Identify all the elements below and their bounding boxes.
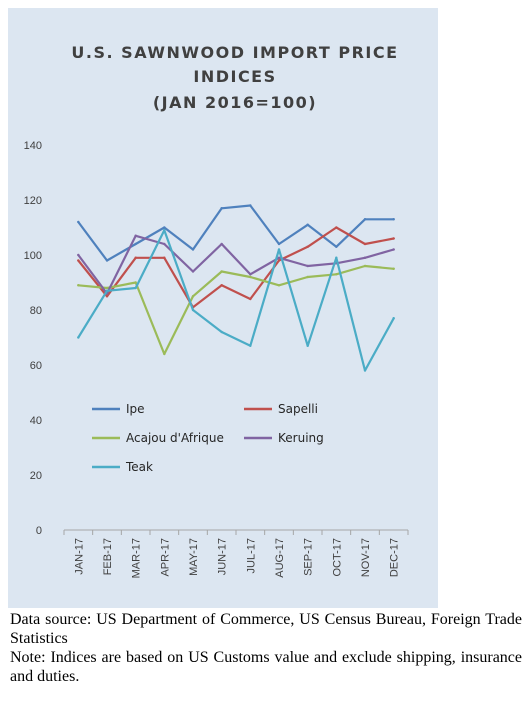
data-point	[191, 308, 195, 312]
data-point	[77, 284, 80, 287]
data-point	[392, 248, 395, 251]
chart-title-line-1: U.S. SAWNWOOD IMPORT PRICE	[71, 43, 398, 62]
series-line-teak	[77, 229, 395, 372]
x-tick-label: MAR-17	[131, 538, 143, 578]
data-point	[306, 275, 309, 279]
series-line-keruing	[77, 234, 395, 295]
y-tick-label: 20	[30, 470, 42, 482]
y-tick-label: 0	[36, 525, 42, 537]
data-point	[220, 207, 223, 210]
data-point	[306, 264, 309, 268]
chart-title-line-3: (JAN 2016=100)	[153, 93, 317, 112]
data-point	[134, 256, 137, 259]
x-tick-label: JUN-17	[217, 538, 229, 575]
y-tick-label: 120	[24, 195, 42, 207]
data-point	[220, 270, 223, 273]
data-point	[363, 264, 367, 268]
x-tick-label: AUG-17	[274, 538, 286, 578]
data-point	[249, 344, 252, 347]
data-point	[134, 286, 137, 290]
data-point	[220, 330, 223, 334]
y-tick-label: 40	[30, 415, 42, 427]
data-point	[277, 242, 281, 246]
data-point	[277, 256, 281, 259]
x-tick-label: FEB-17	[102, 538, 114, 575]
series-line-sapelli	[77, 226, 395, 309]
series-line-acajou-d-afrique	[77, 264, 395, 356]
x-tick-label: DEC-17	[389, 538, 401, 577]
methodology-note: Note: Indices are based on US Customs va…	[10, 649, 522, 685]
line-chart: U.S. SAWNWOOD IMPORT PRICE INDICES (JAN …	[24, 43, 409, 578]
chart-notes: Data source: US Department of Commerce, …	[10, 610, 522, 686]
data-point	[335, 226, 338, 229]
data-point	[335, 273, 338, 276]
y-tick-label: 80	[30, 305, 42, 317]
x-tick-label: NOV-17	[360, 538, 372, 577]
data-point	[392, 218, 395, 221]
data-point	[191, 295, 195, 298]
y-tick-label: 100	[24, 250, 42, 262]
data-point	[220, 242, 223, 246]
chart-axes: 0 20 40 60 80 100 120 140 JAN-17 FEB-17 MAR-17 APR-…	[24, 140, 409, 578]
x-tick-label: JAN-17	[73, 538, 85, 575]
data-point	[392, 237, 395, 240]
data-point	[191, 248, 195, 251]
data-point	[191, 270, 195, 273]
legend-label: Keruing	[278, 431, 324, 445]
data-point	[105, 289, 109, 292]
data-point	[220, 284, 223, 287]
data-point	[249, 204, 252, 207]
data-point	[163, 242, 166, 246]
data-point	[77, 220, 80, 224]
x-tick-label: APR-17	[159, 538, 171, 577]
data-point	[249, 273, 252, 276]
data-point	[134, 242, 137, 246]
data-point	[363, 218, 367, 221]
data-point	[363, 242, 367, 246]
data-point	[134, 281, 137, 284]
legend-label: Ipe	[126, 402, 145, 416]
data-point	[134, 234, 137, 237]
legend-label: Teak	[125, 460, 153, 474]
data-point	[249, 275, 252, 279]
data-point	[77, 259, 80, 262]
data-point	[277, 248, 281, 251]
chart-legend: Ipe Sapelli Acajou d'Afrique Keruing Teak	[92, 402, 324, 474]
legend-label: Sapelli	[278, 402, 318, 416]
data-point	[249, 297, 252, 301]
data-point	[363, 369, 367, 372]
data-point	[277, 259, 281, 262]
x-tick-label: MAY-17	[188, 538, 200, 576]
data-point	[306, 223, 309, 226]
data-point	[335, 245, 338, 248]
series-lines	[77, 204, 395, 372]
x-tick-label: SEP-17	[303, 538, 315, 576]
data-point	[105, 286, 109, 290]
data-point	[77, 253, 80, 257]
x-tick-label: JUL-17	[245, 538, 257, 573]
y-tick-label: 140	[24, 140, 42, 152]
data-point	[163, 256, 166, 259]
data-source-note: Data source: US Department of Commerce, …	[10, 611, 522, 647]
data-point	[392, 317, 395, 320]
data-point	[163, 229, 166, 232]
data-point	[363, 256, 367, 259]
data-point	[163, 226, 166, 229]
data-point	[105, 295, 109, 298]
data-point	[163, 352, 166, 356]
y-tick-label: 60	[30, 360, 42, 372]
chart-title-line-2: INDICES	[193, 67, 276, 86]
chart-panel: U.S. SAWNWOOD IMPORT PRICE INDICES (JAN …	[8, 8, 438, 608]
data-point	[306, 245, 309, 248]
data-point	[306, 344, 309, 347]
data-point	[105, 259, 109, 262]
data-point	[77, 336, 80, 339]
data-point	[335, 256, 338, 259]
x-tick-label: OCT-17	[331, 538, 343, 577]
legend-label: Acajou d'Afrique	[126, 431, 224, 445]
data-point	[392, 267, 395, 270]
data-point	[277, 284, 281, 287]
